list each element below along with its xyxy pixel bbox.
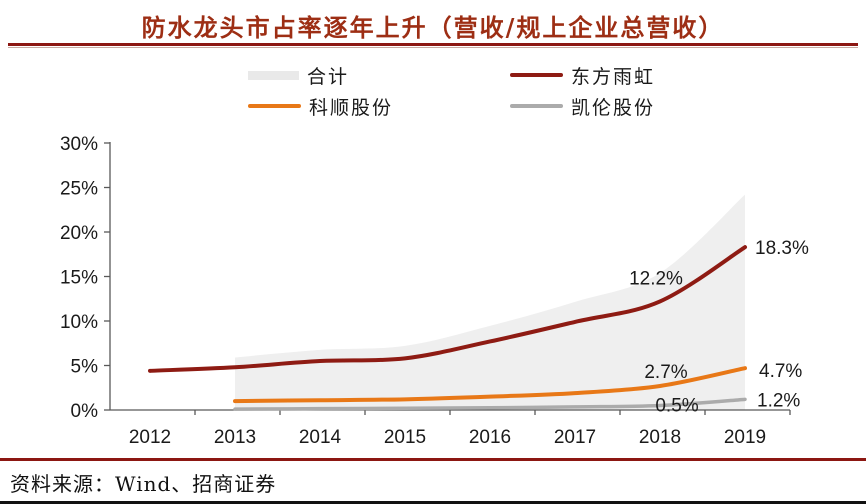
y-tick-label: 20% [60, 223, 98, 244]
legend-label-total: 合计 [307, 65, 350, 88]
legend-label-yuhong: 东方雨虹 [571, 65, 656, 88]
y-tick-label: 30% [60, 134, 98, 155]
legend-swatch-yuhong-line [510, 73, 563, 77]
y-tick-label: 5% [71, 357, 99, 378]
x-tick-label: 2015 [384, 427, 426, 448]
x-tick-label: 2019 [724, 427, 766, 448]
x-tick-label: 2017 [554, 427, 596, 448]
legend-swatch-keshun-line [248, 104, 301, 108]
data-label: 1.2% [757, 390, 800, 411]
source-note: 资料来源：Wind、招商证券 [10, 472, 277, 496]
title-underline-shadow [8, 47, 858, 48]
y-tick-label: 10% [60, 312, 98, 333]
title-underline [8, 43, 858, 46]
legend-item-keshun: 科顺股份 [248, 96, 393, 119]
data-label: 2.7% [644, 362, 687, 383]
x-tick-label: 2013 [214, 427, 256, 448]
x-tick-label: 2016 [469, 427, 511, 448]
data-label: 18.3% [755, 238, 809, 259]
figure-bottom-rule [0, 501, 866, 504]
legend-swatch-total-area [248, 70, 299, 80]
line-series-keshun [233, 366, 747, 404]
data-label: 4.7% [759, 361, 802, 382]
legend-item-total: 合计 [248, 65, 349, 88]
source-divider-red [0, 458, 866, 461]
legend-label-keshun: 科顺股份 [309, 96, 394, 119]
x-tick-label: 2012 [129, 427, 171, 448]
y-tick-label: 0% [71, 401, 99, 422]
y-tick-label: 15% [60, 268, 98, 289]
data-label: 12.2% [629, 268, 683, 289]
legend-label-kailun: 凯伦股份 [571, 96, 656, 119]
line-series-kailun [233, 397, 747, 411]
line-series-yuhong [148, 245, 747, 373]
legend-item-yuhong: 东方雨虹 [510, 65, 655, 88]
y-tick-label: 25% [60, 179, 98, 200]
x-tick-label: 2014 [299, 427, 342, 448]
chart-title: 防水龙头市占率逐年上升（营收/规上企业总营收） [141, 13, 725, 42]
area-series-total [235, 194, 745, 410]
data-label: 0.5% [655, 396, 698, 417]
legend-swatch-kailun-line [510, 104, 563, 108]
x-tick-label: 2018 [639, 427, 681, 448]
legend-item-kailun: 凯伦股份 [510, 96, 655, 119]
